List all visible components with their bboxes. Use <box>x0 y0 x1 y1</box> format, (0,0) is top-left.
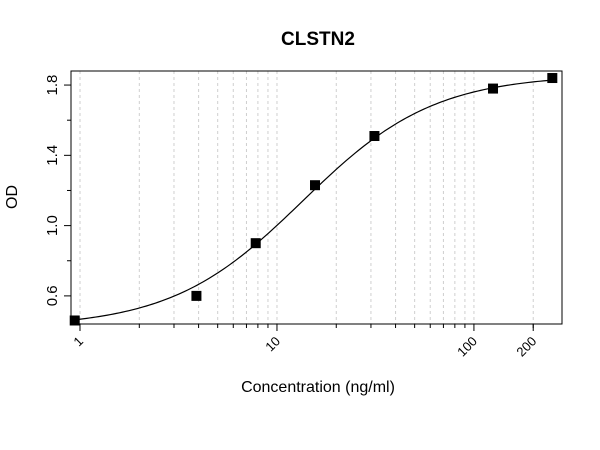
data-point <box>547 73 558 84</box>
y-tick-label: 0.6 <box>44 285 61 306</box>
data-point <box>250 238 261 249</box>
y-tick-label: 1.0 <box>44 215 61 236</box>
x-tick-label: 10 <box>262 334 283 355</box>
data-point <box>369 131 380 142</box>
x-axis-label: Concentration (ng/ml) <box>241 379 395 396</box>
x-tick-label: 1 <box>70 334 86 350</box>
x-tick-label: 200 <box>513 334 539 360</box>
chart-title: CLSTN2 <box>281 29 355 50</box>
grid <box>79 71 534 324</box>
data-point <box>488 83 499 94</box>
y-tick-label: 1.8 <box>44 75 61 96</box>
y-tick-label: 1.4 <box>44 145 61 166</box>
fit-curve <box>74 79 553 321</box>
data-point <box>191 290 202 301</box>
data-point <box>69 315 80 326</box>
plot-frame <box>70 70 563 325</box>
data-point <box>310 180 321 191</box>
y-axis-label: OD <box>4 185 21 209</box>
data-points <box>69 73 558 326</box>
x-tick-label: 100 <box>454 334 480 360</box>
